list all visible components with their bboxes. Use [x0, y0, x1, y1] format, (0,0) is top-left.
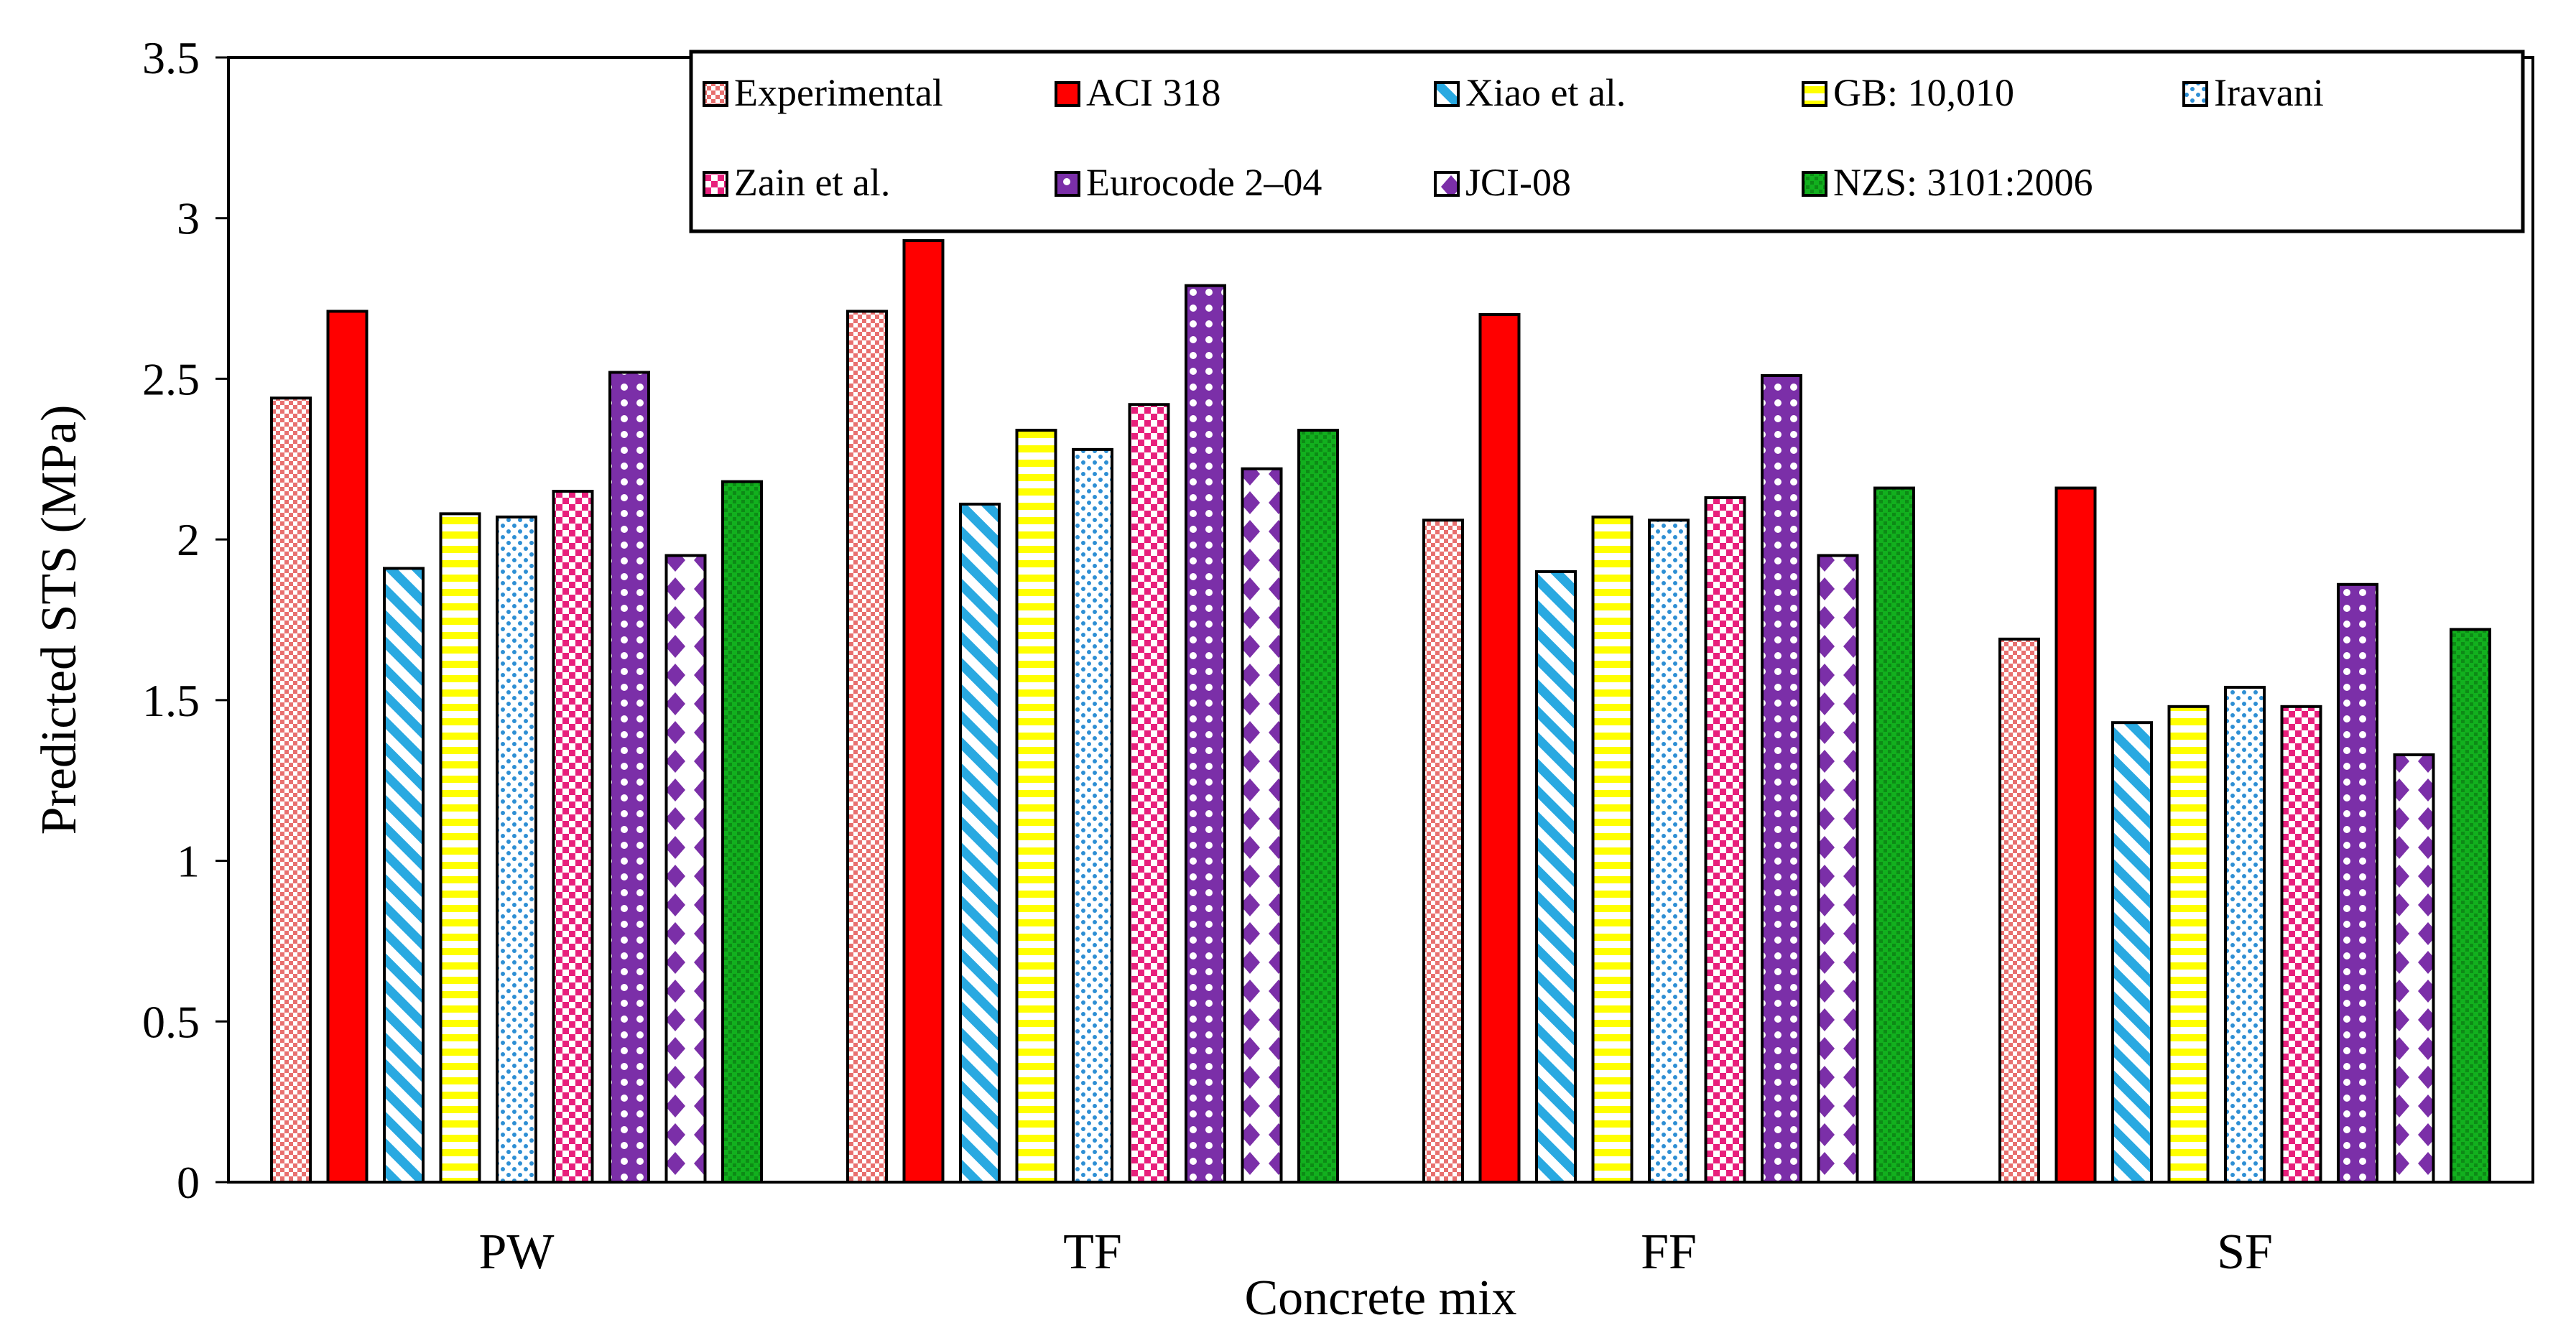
y-axis: 0 0.5 1 1.5 2 2.5 3 3.5 — [142, 32, 228, 1208]
legend-label-experimental: Experimental — [734, 71, 943, 114]
legend-label-eurocode-2-04: Eurocode 2–04 — [1086, 161, 1322, 204]
bar-ff-iravani — [1648, 519, 1690, 1184]
bar-ff-experimental — [1422, 519, 1464, 1184]
legend-label-nzs-3101-2006: NZS: 3101:2006 — [1833, 161, 2093, 204]
bars — [270, 239, 2491, 1184]
bar-sf-experimental — [1998, 637, 2040, 1184]
y-tick-label: 3 — [177, 193, 200, 244]
legend-label-iravani: Iravani — [2214, 71, 2324, 114]
y-tick-label: 1 — [177, 836, 200, 887]
bar-pw-iravani — [496, 515, 537, 1184]
bar-ff-xiao-et-al — [1535, 570, 1577, 1184]
category-label-sf: SF — [2217, 1224, 2273, 1280]
bar-pw-experimental — [270, 396, 312, 1184]
bar-ff-eurocode-2-04 — [1761, 373, 1802, 1184]
bar-pw-eurocode-2-04 — [608, 371, 650, 1184]
y-tick-label: 3.5 — [142, 32, 200, 83]
bar-sf-nzs-3101-2006 — [2450, 628, 2491, 1184]
bar-tf-experimental — [846, 310, 888, 1184]
bar-sf-iravani — [2224, 685, 2266, 1184]
legend-swatch-eurocode-2-04 — [1055, 171, 1080, 197]
bar-pw-xiao-et-al — [383, 567, 425, 1184]
legend-label-zain-et-al: Zain et al. — [734, 161, 890, 204]
bar-sf-xiao-et-al — [2111, 721, 2153, 1184]
y-axis-title: Predicted STS (MPa) — [32, 405, 87, 835]
legend-label-gb-10-010: GB: 10,010 — [1833, 71, 2014, 114]
legend-swatch-jci-08 — [1434, 171, 1460, 197]
bar-tf-iravani — [1072, 447, 1113, 1184]
legend-swatch-nzs-3101-2006 — [1802, 171, 1827, 197]
bar-sf-jci-08 — [2393, 753, 2435, 1184]
y-tick-label: 0.5 — [142, 996, 200, 1047]
bar-ff-jci-08 — [1817, 554, 1859, 1184]
legend-swatch-zain-et-al — [703, 171, 728, 197]
legend-label-aci-318: ACI 318 — [1086, 71, 1221, 114]
bar-pw-zain-et-al — [552, 490, 594, 1184]
bar-sf-zain-et-al — [2280, 705, 2322, 1184]
y-tick-label: 0 — [177, 1157, 200, 1208]
bar-tf-zain-et-al — [1128, 403, 1170, 1184]
category-label-ff: FF — [1641, 1224, 1697, 1280]
category-label-tf: TF — [1063, 1224, 1122, 1280]
bar-ff-gb-10-010 — [1591, 515, 1634, 1184]
y-tick-label: 2.5 — [142, 353, 200, 404]
legend-swatch-gb-10-010 — [1802, 81, 1827, 107]
bar-pw-nzs-3101-2006 — [721, 480, 763, 1184]
y-tick-label: 2 — [177, 514, 200, 565]
bar-sf-eurocode-2-04 — [2337, 582, 2378, 1184]
legend-swatch-iravani — [2182, 81, 2208, 107]
category-label-pw: PW — [479, 1224, 555, 1280]
legend-swatch-aci-318 — [1055, 81, 1080, 107]
bar-tf-aci-318 — [902, 239, 945, 1184]
bar-tf-xiao-et-al — [959, 502, 1001, 1184]
bar-tf-gb-10-010 — [1015, 429, 1057, 1184]
x-axis-title: Concrete mix — [1244, 1270, 1516, 1326]
legend-box — [689, 50, 2525, 233]
bar-pw-jci-08 — [664, 554, 707, 1184]
legend-swatch-xiao-et-al — [1434, 81, 1460, 107]
legend-label-xiao-et-al: Xiao et al. — [1465, 71, 1626, 114]
legend-swatch-experimental — [703, 81, 728, 107]
bar-tf-nzs-3101-2006 — [1297, 429, 1339, 1184]
x-axis-categories: PW TF FF SF — [479, 1224, 2273, 1280]
bar-sf-aci-318 — [2054, 486, 2097, 1184]
bar-ff-nzs-3101-2006 — [1873, 486, 1915, 1184]
bar-ff-aci-318 — [1478, 312, 1521, 1184]
bar-pw-aci-318 — [326, 310, 369, 1184]
legend-label-jci-08: JCI-08 — [1465, 161, 1571, 204]
y-tick-label: 1.5 — [142, 675, 200, 726]
bar-tf-jci-08 — [1241, 467, 1283, 1184]
bar-ff-zain-et-al — [1704, 496, 1746, 1184]
bar-sf-gb-10-010 — [2167, 705, 2210, 1184]
bar-tf-eurocode-2-04 — [1185, 284, 1226, 1184]
bar-pw-gb-10-010 — [439, 512, 481, 1184]
legend: Experimental ACI 318 Xiao et al. GB: 10,010… — [689, 50, 2525, 233]
